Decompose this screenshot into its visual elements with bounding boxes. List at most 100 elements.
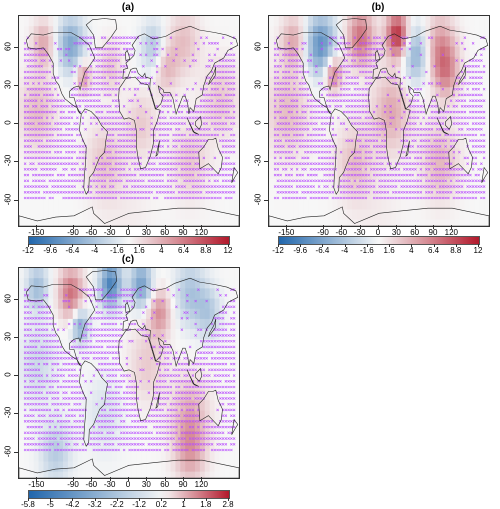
y-tick-label: -60 xyxy=(253,193,263,205)
x-tick xyxy=(183,225,184,229)
x-tick xyxy=(128,225,129,229)
colorbar-tick xyxy=(228,244,229,247)
x-tick-label: 0 xyxy=(125,480,131,489)
x-tick xyxy=(36,225,38,229)
anomaly-field xyxy=(19,268,239,478)
y-tick xyxy=(264,199,268,201)
colorbar-tick xyxy=(183,498,185,501)
y-tick-label: -30 xyxy=(3,155,13,167)
y-tick xyxy=(264,123,268,125)
significance-stipple xyxy=(23,288,236,452)
x-tick xyxy=(36,477,38,481)
x-tick-label: -30 xyxy=(103,480,116,489)
x-tick xyxy=(109,225,111,229)
x-tick-label: 60 xyxy=(410,228,420,237)
x-tick-label: -60 xyxy=(85,480,98,489)
colorbar-tick xyxy=(366,244,368,247)
colorbar-tick xyxy=(28,244,29,247)
x-tick-label: 0 xyxy=(375,228,381,237)
x-tick-label: -60 xyxy=(335,228,348,237)
x-tick-label: -150 xyxy=(28,480,45,489)
colorbar-tick xyxy=(72,498,74,501)
colorbar-tick xyxy=(94,498,96,501)
colorbar-tick xyxy=(183,244,185,247)
x-tick xyxy=(433,225,434,229)
y-tick xyxy=(14,451,18,453)
x-tick xyxy=(146,225,148,229)
colorbar-tick xyxy=(300,244,302,247)
x-tick-label: 90 xyxy=(428,228,438,237)
y-tick xyxy=(264,85,268,86)
x-tick-label: 60 xyxy=(160,228,170,237)
x-tick-label: 120 xyxy=(444,228,458,237)
coastlines xyxy=(269,18,489,226)
colorbar-tick xyxy=(50,244,52,247)
colorbar-label: 1.6 xyxy=(133,246,145,255)
y-tick-label: 30 xyxy=(253,80,263,89)
map-canvas xyxy=(19,16,239,226)
colorbar-tick xyxy=(28,498,29,501)
map-panel-a: (a) 60 30 0 -30 -60 -150 -90 -60 -30 0 30 60 90 120 … xyxy=(0,0,250,255)
x-tick-label: 120 xyxy=(194,228,208,237)
colorbar-tick xyxy=(228,498,229,501)
colorbar-label: 6.4 xyxy=(427,246,440,255)
colorbar-label: -12 xyxy=(272,246,284,255)
x-tick-label: 90 xyxy=(178,228,188,237)
x-tick-label: -90 xyxy=(317,228,329,237)
x-tick-label: 30 xyxy=(141,480,151,489)
colorbar-tick xyxy=(139,498,141,501)
colorbar-tick xyxy=(278,244,279,247)
colorbar-tick xyxy=(433,244,435,247)
y-tick xyxy=(14,298,18,300)
colorbar-tick xyxy=(161,498,163,501)
map-canvas xyxy=(19,268,239,478)
y-tick-label: 0 xyxy=(3,372,13,377)
colorbar-label: 4 xyxy=(159,246,164,255)
y-tick-label: 30 xyxy=(3,80,13,89)
y-tick xyxy=(14,85,18,86)
x-tick xyxy=(323,225,324,229)
colorbar-tick xyxy=(344,244,346,247)
panel-a-map xyxy=(18,15,240,227)
colorbar-tick xyxy=(205,244,207,247)
y-tick xyxy=(264,161,268,163)
colorbar-label: 8.8 xyxy=(200,246,212,255)
colorbar-tick xyxy=(322,244,324,247)
x-tick xyxy=(73,477,74,481)
colorbar-tick xyxy=(205,498,207,501)
y-tick-label: -30 xyxy=(253,155,263,167)
colorbar-label: -4 xyxy=(91,246,99,255)
y-tick xyxy=(14,375,18,377)
colorbar-label: -12 xyxy=(22,246,34,255)
x-tick-label: 90 xyxy=(178,480,188,489)
panel-b-colorbar xyxy=(278,236,480,245)
y-tick xyxy=(14,161,18,163)
colorbar-tick xyxy=(389,244,391,247)
y-tick-label: 60 xyxy=(3,293,13,303)
y-tick xyxy=(14,123,18,125)
colorbar-label: -9.6 xyxy=(43,246,58,255)
significance-stipple xyxy=(273,36,486,200)
panel-c-map xyxy=(18,267,240,479)
x-tick-label: -90 xyxy=(67,480,79,489)
y-tick-label: 30 xyxy=(3,332,13,341)
colorbar-label: -1.6 xyxy=(359,246,374,255)
panel-c-colorbar xyxy=(28,490,230,499)
map-canvas xyxy=(269,16,489,226)
colorbar-label: -1.6 xyxy=(109,246,124,255)
colorbar-label: 4 xyxy=(409,246,414,255)
x-tick xyxy=(146,477,148,481)
panel-b-title: (b) xyxy=(371,2,385,13)
colorbar-label: 1.6 xyxy=(383,246,395,255)
y-tick-label: -60 xyxy=(3,445,13,457)
map-panel-c: (c) 60 30 0 -30 -60 -150 -90 -60 -30 0 30 60 90 120 … xyxy=(0,252,250,509)
colorbar-label: 12 xyxy=(473,246,483,255)
colorbar-label: -4 xyxy=(341,246,349,255)
x-tick-label: 30 xyxy=(391,228,401,237)
x-tick xyxy=(396,225,398,229)
x-tick-label: -30 xyxy=(353,228,366,237)
colorbar-tick xyxy=(94,244,96,247)
x-tick xyxy=(164,225,166,229)
map-panel-b: (b) 60 30 0 -30 -60 -150 -90 -60 -30 0 30 60 90 120 … xyxy=(250,0,500,255)
x-tick-label: 0 xyxy=(125,228,131,237)
